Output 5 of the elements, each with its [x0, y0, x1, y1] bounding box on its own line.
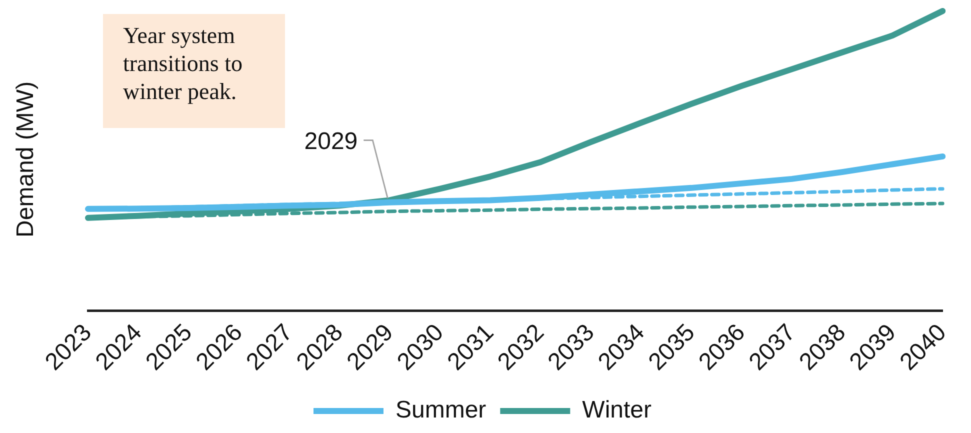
legend-label: Summer	[395, 396, 486, 424]
y-axis-title: Demand (MW)	[12, 81, 40, 238]
annotation: Year system transitions to winter peak.	[103, 14, 285, 128]
legend-label: Winter	[582, 396, 652, 424]
annotation: 2029	[304, 128, 358, 155]
